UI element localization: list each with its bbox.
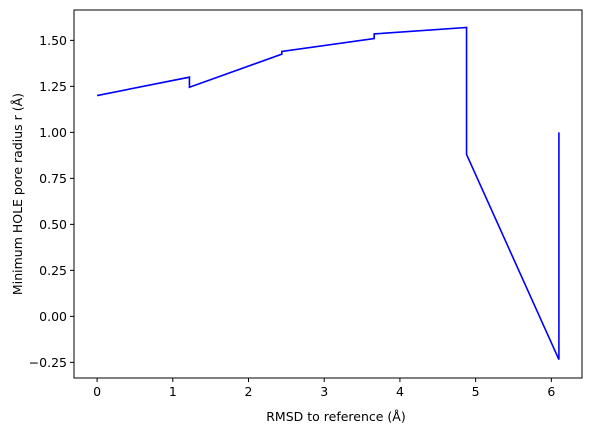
x-tick-label: 4: [396, 384, 404, 399]
y-axis: −0.25 0.00 0.25 0.50 0.75 1.00 1.25 1.50: [29, 33, 74, 370]
y-tick-label: 0.75: [39, 171, 67, 186]
y-tick-label: 0.25: [39, 263, 67, 278]
y-tick-label: 1.25: [39, 79, 67, 94]
y-axis-label: Minimum HOLE pore radius r (Å): [10, 93, 25, 295]
series-line: [96, 26, 560, 360]
x-tick-label: 5: [472, 384, 480, 399]
x-tick-label: 3: [320, 384, 328, 399]
y-tick-label: 1.50: [39, 33, 67, 48]
x-axis-label: RMSD to reference (Å): [266, 409, 406, 424]
y-tick-label: 0.00: [39, 309, 67, 324]
x-tick-label: 1: [169, 384, 177, 399]
x-tick-label: 0: [93, 384, 101, 399]
y-tick-label: 0.50: [39, 217, 67, 232]
plot-area-frame: [73, 9, 583, 379]
y-tick-label: 1.00: [39, 125, 67, 140]
x-tick-label: 6: [547, 384, 555, 399]
y-tick-label: −0.25: [29, 355, 67, 370]
x-axis: 0 1 2 3 4 5 6: [93, 378, 555, 399]
x-tick-label: 2: [245, 384, 253, 399]
